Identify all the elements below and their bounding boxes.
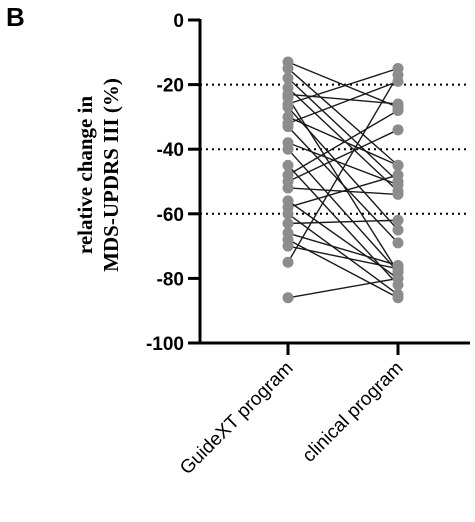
guidext-marker (282, 159, 294, 171)
clinical-marker (392, 237, 404, 249)
clinical-marker (392, 169, 404, 181)
clinical-marker (392, 224, 404, 236)
y-axis-label-line-2: MDS-UPDRS III (%) (99, 78, 123, 272)
pair-line (287, 232, 399, 267)
y-tick-label: -40 (157, 140, 184, 161)
pair-line (287, 129, 399, 183)
clinical-marker (392, 124, 404, 136)
guidext-marker (282, 182, 294, 194)
clinical-marker (392, 179, 404, 191)
guidext-marker (282, 101, 294, 113)
clinical-marker (392, 263, 404, 275)
guidext-marker (282, 208, 294, 220)
pair-line (287, 142, 399, 186)
pair-lines (287, 61, 399, 299)
reference-lines (200, 83, 470, 215)
guidext-marker (282, 62, 294, 74)
guidext-marker (282, 256, 294, 268)
pair-line (287, 277, 399, 299)
y-tick-label: -100 (146, 334, 184, 355)
y-tick-label: -60 (157, 205, 184, 226)
pair-line (287, 67, 399, 105)
markers (282, 56, 404, 304)
clinical-marker (392, 272, 404, 284)
guidext-marker (282, 292, 294, 304)
clinical-marker (392, 104, 404, 116)
clinical-marker (392, 188, 404, 200)
pair-line (287, 174, 399, 209)
clinical-marker (392, 214, 404, 226)
pair-line (287, 61, 399, 108)
guidext-marker (282, 240, 294, 252)
pair-line (287, 80, 399, 125)
clinical-marker (392, 69, 404, 81)
x-tick-label: GuideXT program (176, 358, 297, 479)
guidext-marker (282, 72, 294, 84)
clinical-marker (392, 292, 404, 304)
pair-line (287, 148, 399, 273)
pair-line (287, 219, 399, 225)
axes (198, 19, 470, 345)
y-ticks: 0 -20 -40 -60 -80 -100 (146, 11, 200, 355)
panel-letter: B (6, 2, 25, 32)
pair-line (287, 93, 399, 105)
pair-line (287, 126, 399, 244)
guidext-marker (282, 143, 294, 155)
pair-line (287, 245, 399, 270)
pair-line (287, 74, 399, 263)
guidext-marker (282, 121, 294, 133)
y-tick-label: -20 (157, 76, 184, 97)
y-axis-label: relative change in MDS-UPDRS III (%) (73, 78, 123, 272)
clinical-marker (392, 159, 404, 171)
pair-line (287, 109, 399, 176)
pair-line (287, 116, 399, 166)
y-tick-label: 0 (173, 11, 184, 32)
y-tick-label: -80 (157, 269, 184, 290)
pair-line (287, 239, 399, 299)
pair-line (287, 67, 399, 166)
x-ticks: GuideXT program clinical program (176, 343, 408, 479)
y-axis-label-line-1: relative change in (73, 96, 97, 255)
guidext-marker (282, 217, 294, 229)
x-tick-label: clinical program (299, 358, 408, 467)
pair-line (287, 87, 399, 192)
